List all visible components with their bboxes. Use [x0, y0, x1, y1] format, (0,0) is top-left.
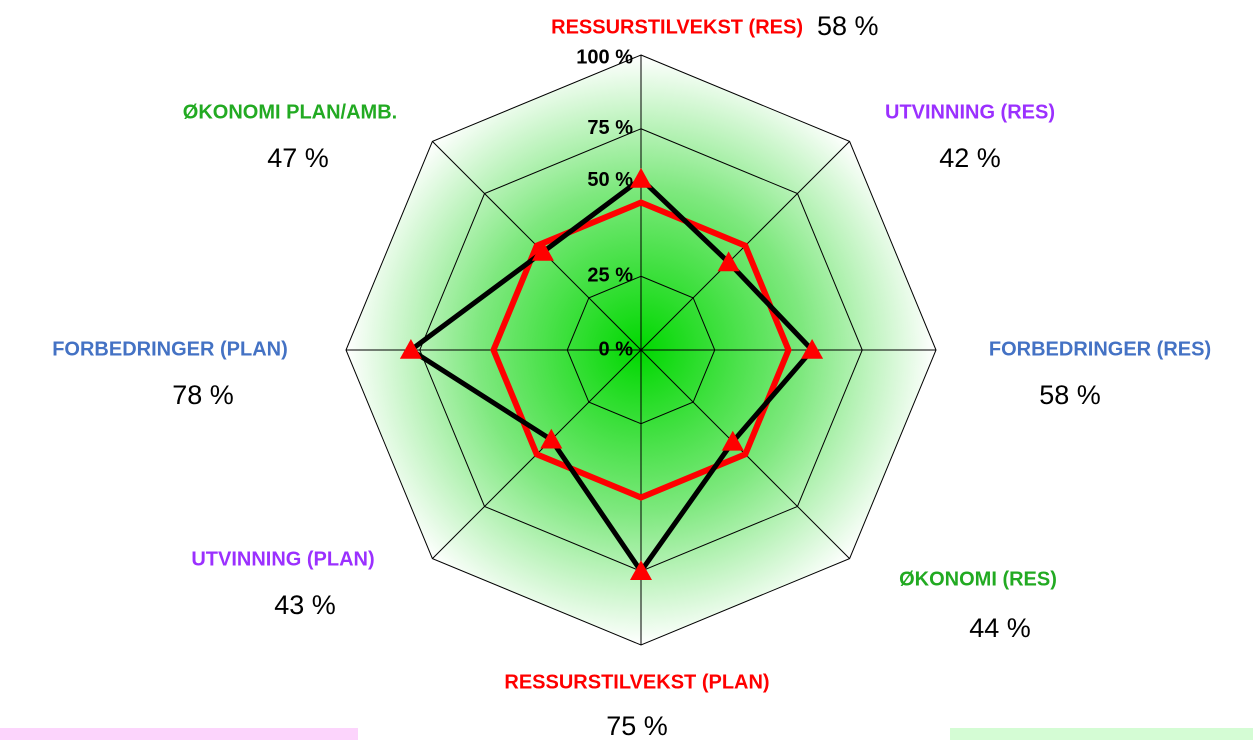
marker — [717, 251, 740, 272]
category-label: FORBEDRINGER (RES) — [989, 338, 1211, 360]
category-label: RESSURSTILVEKST (RES) — [551, 16, 803, 38]
category-label: UTVINNING (RES) — [885, 101, 1055, 123]
y-tick-label: 50 % — [587, 169, 633, 191]
value-label: 58 % — [1039, 380, 1101, 410]
category-label: ØKONOMI (RES) — [899, 568, 1057, 590]
category-label: ØKONOMI PLAN/AMB. — [183, 101, 397, 123]
y-tick-label: 25 % — [587, 265, 633, 287]
marker — [721, 430, 744, 451]
y-tick-label: 75 % — [587, 117, 633, 139]
marker — [801, 339, 824, 359]
category-label: FORBEDRINGER (PLAN) — [52, 338, 288, 360]
value-label: 75 % — [606, 711, 668, 740]
value-label: 78 % — [172, 380, 234, 410]
green-strip — [950, 728, 1253, 740]
category-label: RESSURSTILVEKST (PLAN) — [504, 671, 769, 693]
y-tick-label: 0 % — [599, 338, 634, 360]
value-label: 44 % — [969, 613, 1031, 643]
marker — [540, 428, 563, 449]
y-tick-label: 100 % — [576, 46, 633, 68]
marker — [399, 339, 422, 359]
series-line — [490, 199, 792, 501]
marker — [630, 167, 652, 188]
value-label: 47 % — [267, 143, 329, 173]
value-label: 58 % — [817, 11, 879, 41]
pink-strip — [0, 728, 358, 740]
value-label: 42 % — [939, 143, 1001, 173]
marker — [630, 560, 652, 581]
marker — [531, 240, 554, 261]
value-label: 43 % — [274, 590, 336, 620]
category-label: UTVINNING (PLAN) — [191, 548, 374, 570]
